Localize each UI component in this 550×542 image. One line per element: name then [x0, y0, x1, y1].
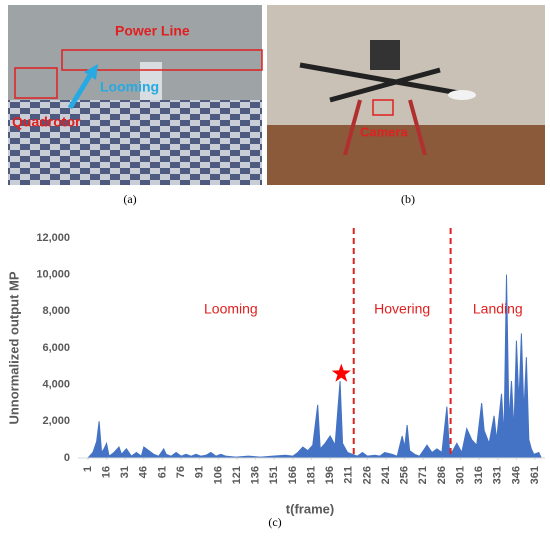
y-tick-label: 2,000	[42, 415, 70, 427]
x-tick-label: 241	[380, 466, 392, 484]
x-tick-label: 151	[268, 466, 280, 484]
annotation: Power Line	[115, 23, 190, 39]
x-tick-label: 331	[492, 466, 504, 484]
area	[86, 274, 543, 459]
region-label: Landing	[473, 301, 523, 317]
y-tick-label: 0	[64, 452, 70, 464]
star-marker	[331, 363, 351, 382]
panel-label: (c)	[268, 515, 281, 529]
x-tick-label: 166	[287, 466, 299, 484]
x-tick-label: 196	[324, 466, 336, 484]
x-tick-label: 61	[156, 466, 168, 478]
annotation: Camera	[360, 124, 408, 139]
x-axis-label: t(frame)	[286, 501, 334, 516]
x-tick-label: 271	[417, 466, 429, 484]
annotation: Quadrotor	[12, 114, 81, 130]
panel-label: (b)	[401, 192, 415, 206]
region-label: Looming	[204, 301, 258, 317]
x-tick-label: 316	[473, 466, 485, 484]
photo-b: Camera	[267, 5, 545, 185]
region-label: Hovering	[374, 301, 430, 317]
x-tick-label: 106	[212, 466, 224, 484]
y-tick-label: 4,000	[42, 379, 70, 391]
y-tick-label: 12,000	[36, 232, 70, 244]
x-tick-label: 286	[436, 466, 448, 484]
x-tick-label: 1	[82, 466, 94, 472]
y-tick-label: 10,000	[36, 269, 70, 281]
x-tick-label: 211	[343, 466, 355, 484]
x-tick-label: 16	[100, 466, 112, 478]
annotation: Looming	[100, 79, 159, 95]
panel-label: (a)	[123, 192, 136, 206]
x-tick-label: 361	[529, 466, 541, 484]
x-tick-label: 121	[231, 466, 243, 484]
x-tick-label: 226	[361, 466, 373, 484]
x-tick-label: 301	[454, 466, 466, 484]
y-tick-label: 6,000	[42, 342, 70, 354]
x-tick-label: 76	[175, 466, 187, 478]
x-tick-label: 181	[305, 466, 317, 484]
x-tick-label: 256	[399, 466, 411, 484]
y-tick-label: 8,000	[42, 305, 70, 317]
y-axis-label: Unnormalized output MP	[6, 271, 21, 424]
x-tick-label: 136	[250, 466, 262, 484]
photo-a: Power Line Looming Quadrotor	[8, 5, 263, 185]
x-tick-label: 31	[119, 466, 131, 478]
x-tick-label: 46	[138, 466, 150, 478]
x-tick-label: 91	[194, 466, 206, 478]
x-tick-label: 346	[510, 466, 522, 484]
